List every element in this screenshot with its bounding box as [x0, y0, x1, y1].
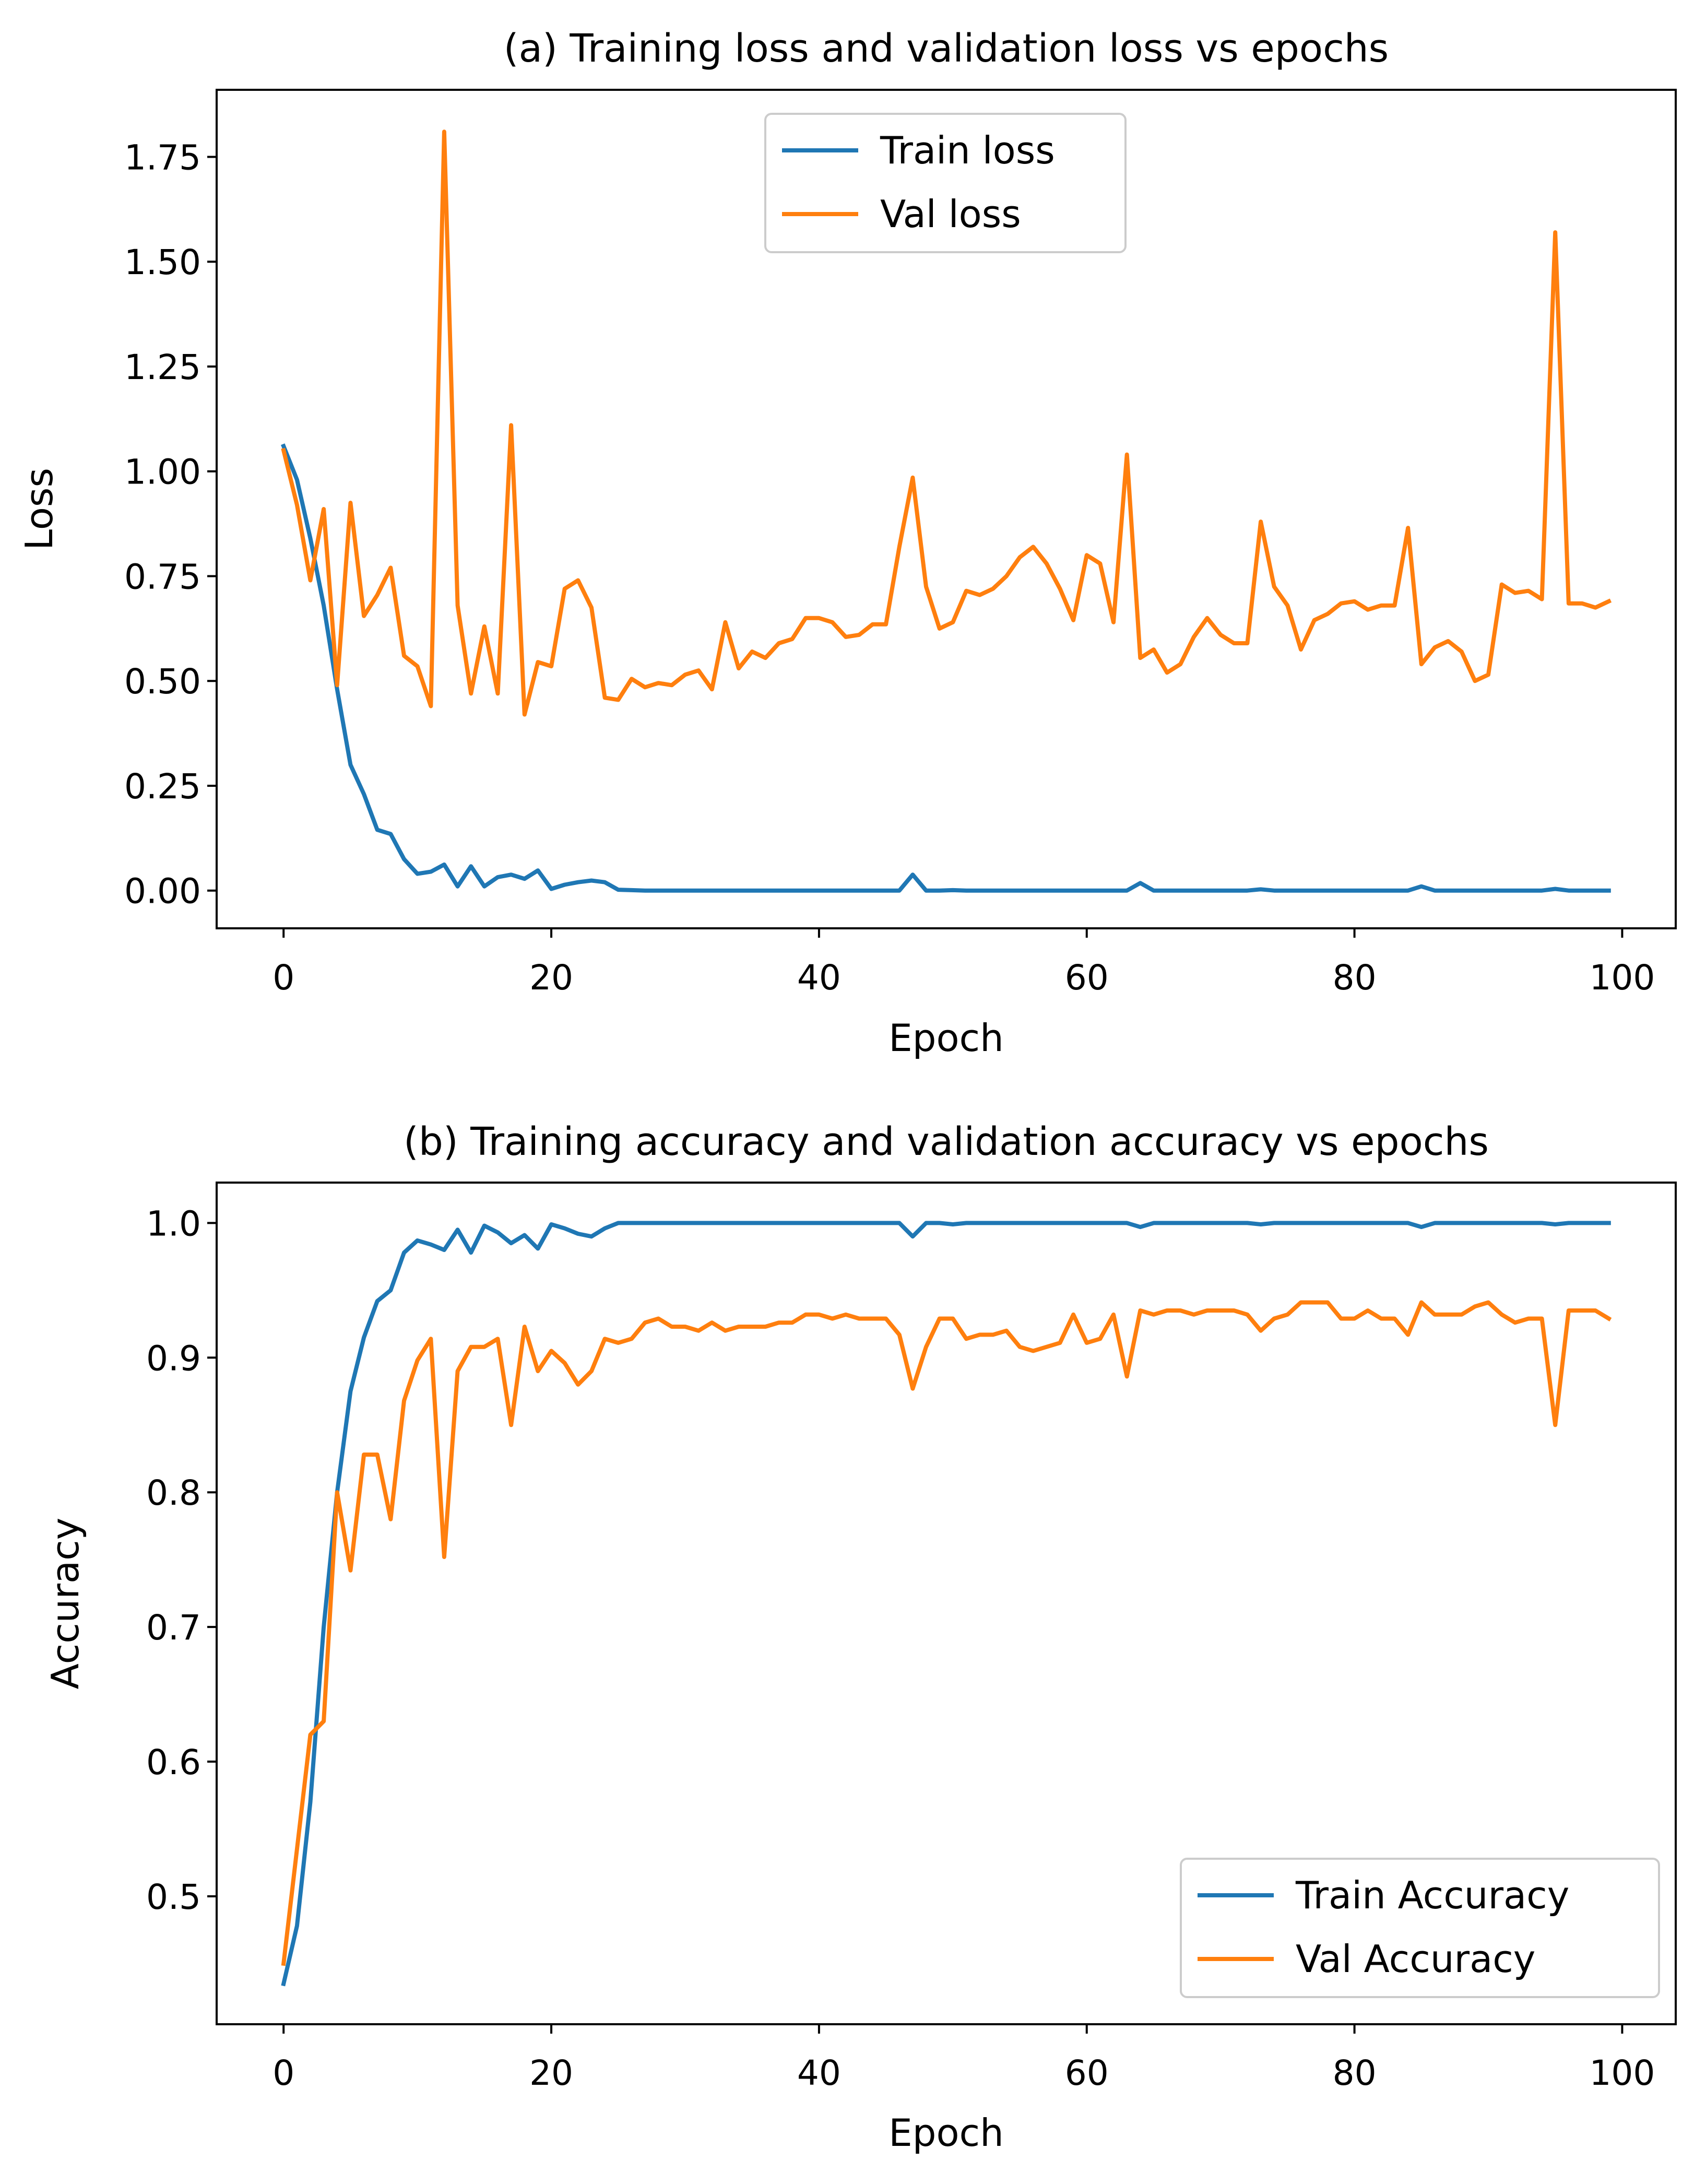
y-axis-label: Accuracy [43, 1518, 87, 1690]
x-tick-label: 0 [273, 958, 294, 998]
y-tick-label: 0.7 [146, 1608, 201, 1648]
x-axis-label: Epoch [888, 2111, 1003, 2155]
y-tick-label: 0.50 [124, 662, 201, 702]
y-tick-label: 0.00 [124, 871, 201, 912]
y-tick-label: 1.25 [124, 347, 201, 387]
chart-title: (a) Training loss and validation loss vs… [504, 26, 1389, 71]
legend-label-0: Train loss [880, 128, 1055, 172]
x-tick-label: 80 [1333, 2053, 1377, 2093]
legend-box [1180, 1858, 1660, 1998]
y-tick-label: 0.8 [146, 1473, 201, 1513]
x-tick-label: 60 [1065, 958, 1109, 998]
x-axis-label: Epoch [888, 1016, 1003, 1060]
series-line-1 [281, 1300, 1612, 1966]
y-axis-label: Loss [17, 468, 61, 550]
legend-label-1: Val loss [880, 192, 1021, 236]
x-tick-label: 60 [1065, 2053, 1109, 2093]
legend-label-1: Val Accuracy [1296, 1937, 1535, 1981]
y-tick-label: 1.00 [124, 452, 201, 492]
y-tick-label: 0.5 [146, 1877, 201, 1917]
plot-frame [216, 1182, 1677, 2025]
x-tick-label: 20 [529, 958, 573, 998]
x-tick-label: 40 [797, 2053, 841, 2093]
y-tick-label: 0.75 [124, 557, 201, 597]
x-tick-label: 40 [797, 958, 841, 998]
y-tick-label: 1.50 [124, 242, 201, 282]
series-line-0 [281, 1221, 1611, 1987]
x-tick-label: 80 [1333, 958, 1377, 998]
chart-title: (b) Training accuracy and validation acc… [404, 1119, 1489, 1164]
y-tick-label: 0.6 [146, 1742, 201, 1782]
y-tick-label: 0.25 [124, 766, 201, 807]
legend: Train loss Val loss [764, 113, 1127, 253]
accuracy-chart: (b) Training accuracy and validation acc… [43, 1119, 1677, 2155]
y-tick-label: 1.0 [146, 1203, 201, 1244]
x-tick-label: 100 [1589, 2053, 1655, 2093]
legend-label-0: Train Accuracy [1295, 1873, 1569, 1917]
series-line-1 [281, 129, 1612, 717]
y-tick-label: 0.9 [146, 1338, 201, 1378]
y-tick-label: 1.75 [124, 137, 201, 178]
loss-chart: (a) Training loss and validation loss vs… [17, 26, 1677, 1060]
legend: Train Accuracy Val Accuracy [1180, 1858, 1660, 1998]
x-tick-label: 20 [529, 2053, 573, 2093]
x-tick-label: 0 [273, 2053, 294, 2093]
plot-frame [216, 89, 1677, 929]
x-tick-label: 100 [1589, 958, 1655, 998]
series-line-0 [281, 443, 1611, 893]
